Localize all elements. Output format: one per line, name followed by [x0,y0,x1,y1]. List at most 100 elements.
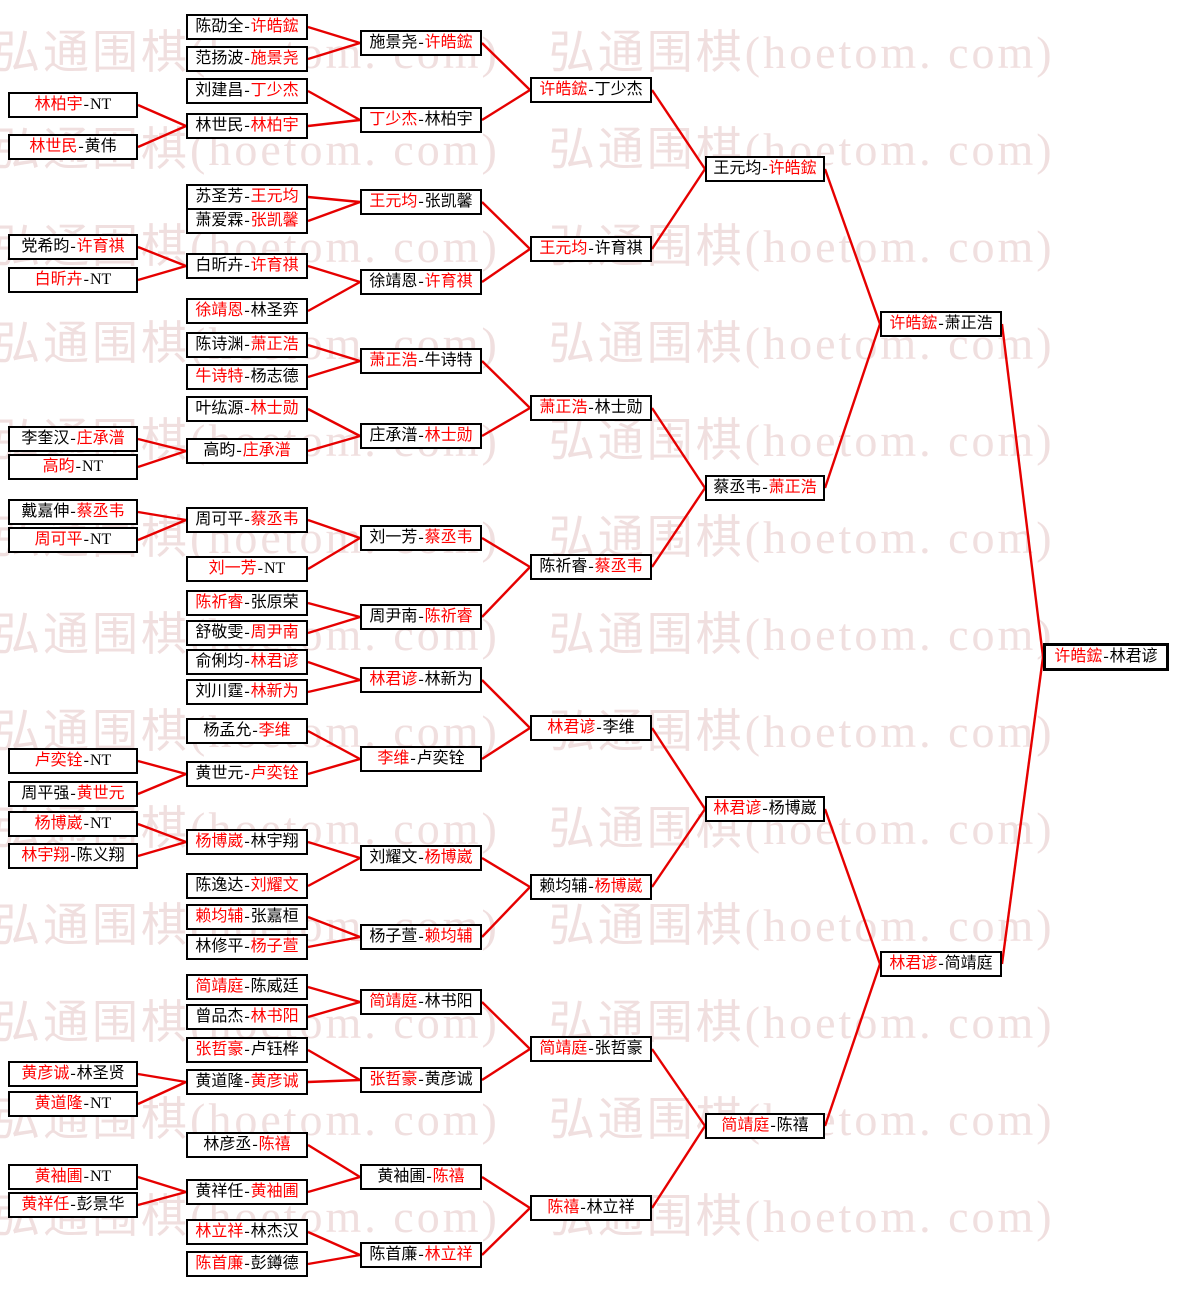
match-box: 萧正浩 - 牛诗特 [360,348,482,374]
connector-line [307,518,361,540]
player-name-right: 黄世元 [76,785,125,802]
connector-line [307,757,361,776]
player-name-right: NT [264,560,286,577]
player-name-left: 萧爱霖 [195,212,244,229]
vs-dash: - [236,442,242,459]
connector-line [651,1048,706,1127]
match-box: 舒敬雯 - 周尹南 [186,620,308,646]
player-name-right: 林新为 [424,671,473,688]
connector-line [823,323,882,489]
player-name-right: NT [90,531,112,548]
connector-line [481,886,531,938]
vs-dash: - [588,240,594,257]
connector-line [307,1000,361,1019]
vs-dash: - [83,271,89,288]
player-name-left: 简靖庭 [539,1040,588,1057]
match-box: 陈劭全 - 许皓鋐 [186,14,308,40]
player-name-right: 蔡丞韦 [76,503,125,520]
player-name-left: 林君谚 [889,955,938,972]
connector-line [137,772,187,796]
player-name-right: NT [82,458,104,475]
match-box: 曾品杰 - 林书阳 [186,1004,308,1030]
player-name-left: 李维 [377,750,410,767]
match-box: 白昕卉 - NT [8,267,138,293]
player-name-right: 林士勋 [424,427,473,444]
connector-line [307,89,361,122]
player-name-right: 陈祈睿 [424,608,473,625]
connector-line [307,195,361,204]
match-box: 王元均 - 许皓鋐 [705,156,825,182]
match-box: 周平强 - 黄世元 [8,781,138,807]
player-name-left: 叶纮源 [195,400,244,417]
match-box: 张哲豪 - 卢钰桦 [186,1037,308,1063]
vs-dash: - [244,833,250,850]
match-box: 陈逸达 - 刘耀文 [186,873,308,899]
player-name-left: 庄承潽 [369,427,418,444]
player-name-left: 戴嘉伸 [21,503,70,520]
player-name-left: 曾品杰 [195,1008,244,1025]
connector-line [481,856,531,889]
connector-line [307,536,361,571]
player-name-left: 刘川霆 [195,683,244,700]
player-name-right: 萧正浩 [250,336,299,353]
player-name-left: 刘建昌 [195,82,244,99]
vs-dash: - [83,531,89,548]
player-name-right: NT [90,1095,112,1112]
connector-line [137,840,187,858]
player-name-left: 施景尧 [369,34,418,51]
player-name-right: 陈威廷 [250,978,299,995]
vs-dash: - [418,427,424,444]
watermark-text: 弘通围棋(hoetom. com) 弘通围棋(hoetom. com) [0,124,1055,175]
connector-line [481,1001,531,1050]
vs-dash: - [938,315,944,332]
player-name-left: 白昕卉 [195,257,244,274]
connector-line [481,248,531,283]
player-name-right: 陈义翔 [76,847,125,864]
player-name-right: 陈禧 [258,1136,291,1153]
player-name-left: 许皓鋐 [539,81,588,98]
match-box: 杨孟允 - 李维 [186,718,308,744]
vs-dash: - [418,529,424,546]
vs-dash: - [257,560,263,577]
vs-dash: - [244,594,250,611]
connector-line [307,200,361,223]
match-box: 周尹南 - 陈祈睿 [360,604,482,630]
player-name-left: 苏圣芳 [195,188,244,205]
vs-dash: - [410,750,416,767]
match-box: 杨子萱 - 赖均辅 [360,924,482,950]
player-name-right: 蔡丞韦 [250,511,299,528]
player-name-left: 陈诗渊 [195,336,244,353]
player-name-right: 许育祺 [424,273,473,290]
player-name-left: 萧正浩 [369,352,418,369]
connector-line [307,1048,361,1082]
player-name-right: 卢奕铨 [416,750,465,767]
match-box: 陈首廉 - 林立祥 [360,1242,482,1268]
player-name-left: 简靖庭 [721,1117,770,1134]
match-box: 白昕卉 - 许育祺 [186,253,308,279]
match-box: 简靖庭 - 陈威廷 [186,974,308,1000]
vs-dash: - [83,815,89,832]
connector-line [307,985,361,1004]
connector-line [137,449,187,469]
vs-dash: - [244,302,250,319]
player-name-right: 黄彦诚 [250,1073,299,1090]
vs-dash: - [83,1095,89,1112]
player-name-right: 周尹南 [250,624,299,641]
vs-dash: - [244,336,250,353]
match-box: 陈首廉 - 彭鐏德 [186,1251,308,1277]
player-name-right: 萧正浩 [768,479,817,496]
vs-dash: - [762,160,768,177]
player-name-left: 徐靖恩 [195,302,244,319]
player-name-left: 刘耀文 [369,849,418,866]
vs-dash: - [244,1183,250,1200]
player-name-left: 许皓鋐 [889,315,938,332]
connector-line [481,360,531,409]
connector-line [137,822,187,844]
match-box: 黄世元 - 卢奕铨 [186,761,308,787]
player-name-left: 林世民 [29,138,78,155]
vs-dash: - [244,624,250,641]
player-name-right: 杨博崴 [594,878,643,895]
connector-line [481,566,531,618]
match-box: 俞俐均 - 林君谚 [186,649,308,675]
